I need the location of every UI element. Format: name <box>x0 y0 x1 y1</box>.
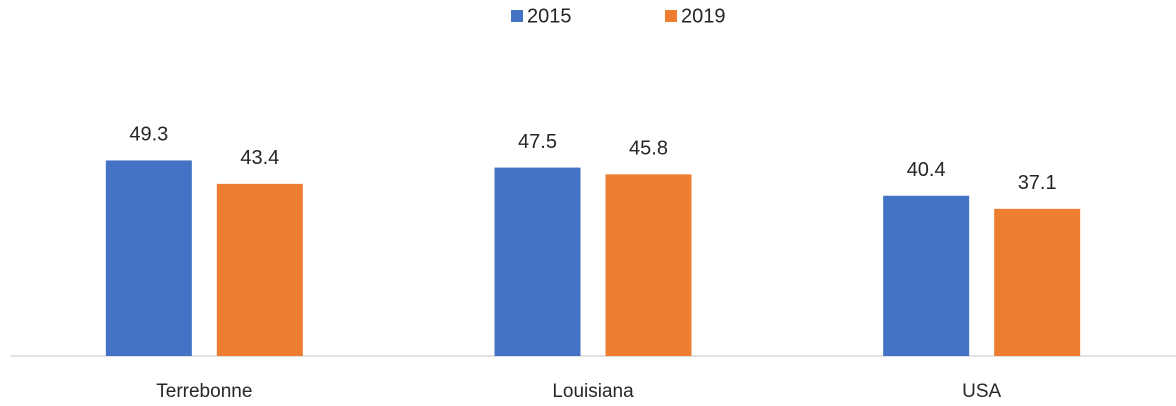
value-label: 40.4 <box>907 159 946 181</box>
bar <box>105 160 192 356</box>
x-tick-label: USA <box>962 381 1001 402</box>
legend-label: 2015 <box>527 5 572 27</box>
bar <box>494 167 581 356</box>
value-label: 47.5 <box>518 131 557 153</box>
value-label: 43.4 <box>240 147 279 169</box>
legend-label: 2019 <box>681 5 726 27</box>
x-tick-label: Terrebonne <box>156 381 252 402</box>
legend-swatch <box>511 10 523 22</box>
value-label: 45.8 <box>629 138 668 160</box>
bar <box>994 208 1081 356</box>
x-tick-label: Louisiana <box>552 381 634 402</box>
bar <box>216 183 303 356</box>
value-label: 49.3 <box>129 124 168 146</box>
bar <box>605 174 692 356</box>
value-label: 37.1 <box>1018 172 1057 194</box>
bar <box>883 195 970 356</box>
legend-swatch <box>665 10 677 22</box>
